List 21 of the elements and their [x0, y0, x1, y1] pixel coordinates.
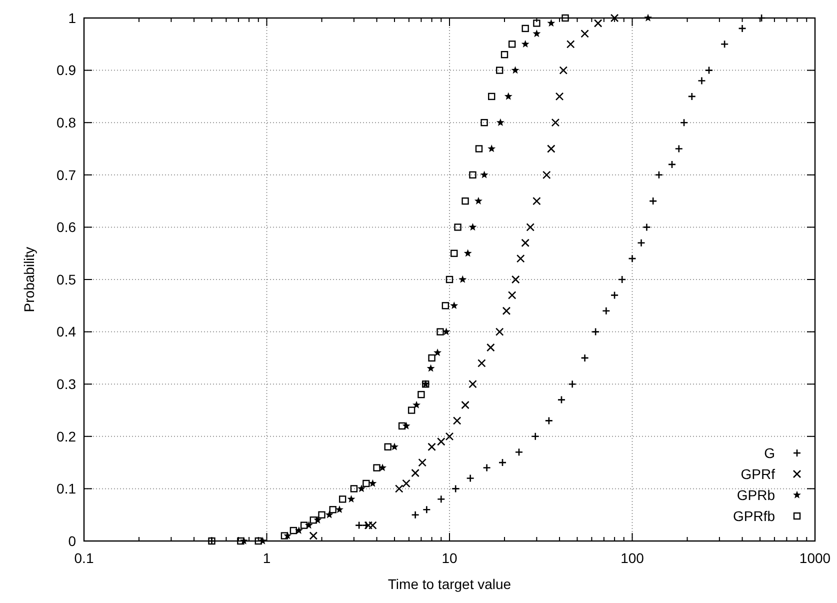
y-tick-label: 0.8 [56, 114, 76, 130]
x-tick-label: 100 [620, 550, 644, 566]
y-axis-title: Probability [21, 246, 37, 312]
y-tick-label: 0.4 [56, 324, 76, 340]
y-tick-label: 0.3 [56, 376, 76, 392]
y-tick-label: 1 [68, 10, 76, 26]
x-tick-label: 10 [442, 550, 458, 566]
y-tick-label: 0.1 [56, 480, 76, 497]
y-tick-label: 0.6 [56, 219, 76, 236]
x-tick-label: 1 [262, 550, 271, 566]
legend-label: GPRb [736, 486, 776, 503]
y-tick-label: 0.9 [56, 62, 76, 78]
y-tick-label: 0.2 [56, 428, 76, 444]
legend-label: GPRfb [732, 508, 776, 524]
legend-label: G [764, 444, 775, 461]
y-tick-label: 0.5 [56, 271, 76, 288]
x-tick-label: 1000 [799, 550, 831, 566]
x-axis-title: Time to target value [388, 576, 512, 592]
y-tick-label: 0 [68, 532, 76, 549]
legend-label: GPRf [740, 466, 776, 482]
y-tick-label: 0.7 [56, 166, 76, 183]
